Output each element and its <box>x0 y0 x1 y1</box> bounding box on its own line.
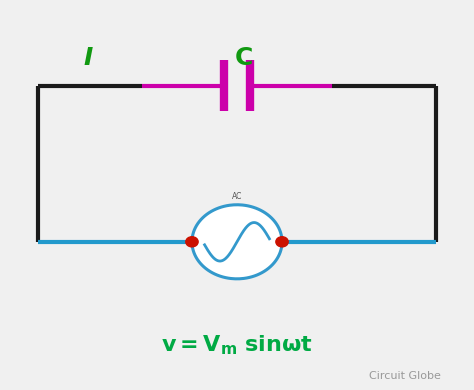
Text: $\mathbf{v = V_m\ sin\omega t}$: $\mathbf{v = V_m\ sin\omega t}$ <box>161 333 313 357</box>
Polygon shape <box>192 205 282 279</box>
Circle shape <box>186 237 198 247</box>
Text: Circuit Globe: Circuit Globe <box>369 371 441 381</box>
Text: C: C <box>235 46 253 71</box>
Text: I: I <box>83 46 92 71</box>
Text: AC: AC <box>232 192 242 201</box>
Circle shape <box>276 237 288 247</box>
